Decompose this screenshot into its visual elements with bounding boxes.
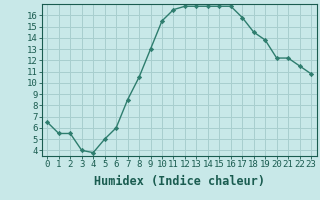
X-axis label: Humidex (Indice chaleur): Humidex (Indice chaleur): [94, 175, 265, 188]
